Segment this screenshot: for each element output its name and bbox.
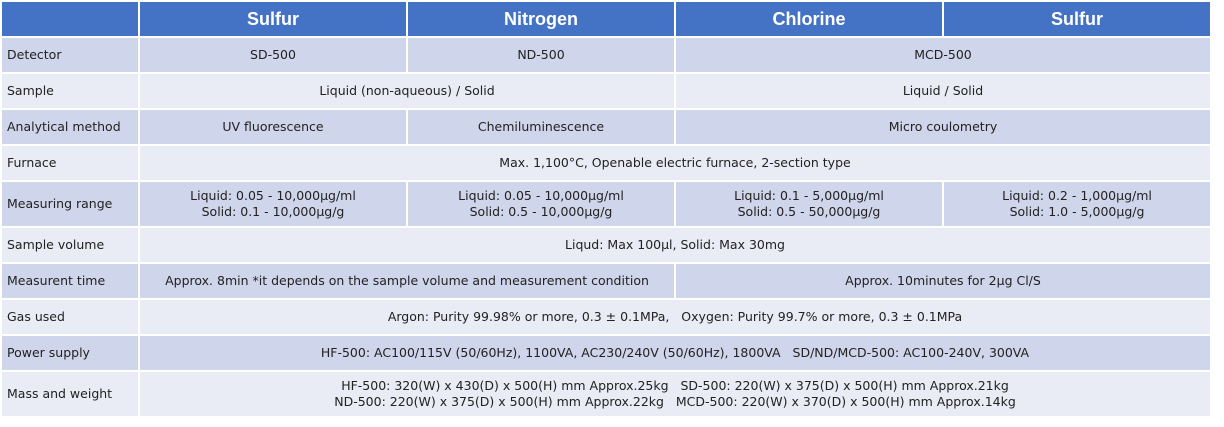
cell: Argon: Purity 99.98% or more, 0.3 ± 0.1M…	[140, 300, 1210, 334]
cell-line: Liquid: 0.05 - 10,000μg/ml	[190, 188, 356, 203]
spec-table: Sulfur Nitrogen Chlorine Sulfur Detector…	[2, 2, 1210, 416]
row: Detector SD-500 ND-500 MCD-500	[2, 38, 1210, 72]
row: Analytical method UV fluorescence Chemil…	[2, 110, 1210, 144]
cell: Max. 1,100°C, Openable electric furnace,…	[140, 146, 1210, 180]
cell: Approx. 8min *it depends on the sample v…	[140, 264, 674, 298]
cell-line: Solid: 0.5 - 10,000μg/g	[469, 204, 613, 219]
cell: Liquid: 0.2 - 1,000μg/ml Solid: 1.0 - 5,0…	[944, 182, 1210, 226]
cell-line: Liquid: 0.2 - 1,000μg/ml	[1002, 188, 1152, 203]
header-row: Sulfur Nitrogen Chlorine Sulfur	[2, 2, 1210, 36]
cell: MCD-500	[676, 38, 1210, 72]
header-cell: Sulfur	[140, 2, 406, 36]
cell: SD-500	[140, 38, 406, 72]
cell: Micro coulometry	[676, 110, 1210, 144]
row: Power supply HF-500: AC100/115V (50/60Hz…	[2, 336, 1210, 370]
row-label: Sample volume	[2, 228, 138, 262]
cell: Liquid: 0.05 - 10,000μg/ml Solid: 0.1 - 1…	[140, 182, 406, 226]
cell: Liquid: 0.1 - 5,000μg/ml Solid: 0.5 - 50,…	[676, 182, 942, 226]
cell-line: Liquid: 0.1 - 5,000μg/ml	[734, 188, 884, 203]
row-label: Power supply	[2, 336, 138, 370]
cell: Chemiluminescence	[408, 110, 674, 144]
cell-line: Solid: 0.5 - 50,000μg/g	[737, 204, 881, 219]
row-label: Measurent time	[2, 264, 138, 298]
row: Measurent time Approx. 8min *it depends …	[2, 264, 1210, 298]
cell-line: Liquid: 0.05 - 10,000μg/ml	[458, 188, 624, 203]
cell: HF-500: 320(W) x 430(D) x 500(H) mm Appr…	[140, 372, 1210, 416]
header-cell: Chlorine	[676, 2, 942, 36]
cell: ND-500	[408, 38, 674, 72]
header-cell: Nitrogen	[408, 2, 674, 36]
cell-line: Solid: 0.1 - 10,000μg/g	[201, 204, 345, 219]
cell: Liquid (non-aqueous) / Solid	[140, 74, 674, 108]
cell: HF-500: AC100/115V (50/60Hz), 1100VA, AC…	[140, 336, 1210, 370]
cell: Liquid: 0.05 - 10,000μg/ml Solid: 0.5 - 1…	[408, 182, 674, 226]
row: Mass and weight HF-500: 320(W) x 430(D) …	[2, 372, 1210, 416]
row-label: Analytical method	[2, 110, 138, 144]
row: Measuring range Liquid: 0.05 - 10,000μg/…	[2, 182, 1210, 226]
row-label: Furnace	[2, 146, 138, 180]
row-label: Measuring range	[2, 182, 138, 226]
row-label: Sample	[2, 74, 138, 108]
row: Furnace Max. 1,100°C, Openable electric …	[2, 146, 1210, 180]
row-label: Mass and weight	[2, 372, 138, 416]
cell: Liqud: Max 100μl, Solid: Max 30mg	[140, 228, 1210, 262]
cell: Liquid / Solid	[676, 74, 1210, 108]
cell-line: Solid: 1.0 - 5,000μg/g	[1009, 204, 1145, 219]
row-label: Detector	[2, 38, 138, 72]
row-label: Gas used	[2, 300, 138, 334]
cell: Approx. 10minutes for 2μg Cl/S	[676, 264, 1210, 298]
header-cell: Sulfur	[944, 2, 1210, 36]
header-corner	[2, 2, 138, 36]
cell-line: ND-500: 220(W) x 375(D) x 500(H) mm Appr…	[334, 394, 1016, 409]
cell: UV fluorescence	[140, 110, 406, 144]
row: Sample Liquid (non-aqueous) / Solid Liqu…	[2, 74, 1210, 108]
cell-line: HF-500: 320(W) x 430(D) x 500(H) mm Appr…	[341, 378, 1009, 393]
row: Gas used Argon: Purity 99.98% or more, 0…	[2, 300, 1210, 334]
row: Sample volume Liqud: Max 100μl, Solid: M…	[2, 228, 1210, 262]
